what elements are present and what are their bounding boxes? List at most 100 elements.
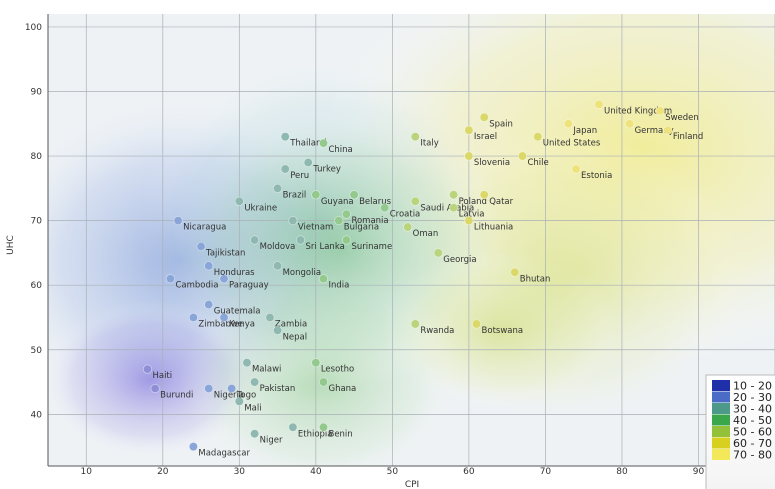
data-point: Brazil bbox=[273, 183, 306, 200]
legend-swatch bbox=[712, 380, 730, 391]
data-points: Haiti Burundi Madagascar Niger MaliNigeriaTo… bbox=[142, 99, 703, 459]
point-marker bbox=[188, 442, 198, 452]
data-point: Paraguay bbox=[219, 274, 269, 291]
point-label: Suriname bbox=[351, 242, 392, 252]
legend-label: 10 - 20 bbox=[733, 380, 772, 393]
point-marker bbox=[234, 396, 244, 406]
point-label: Thailand bbox=[289, 139, 327, 149]
data-point: Romania bbox=[341, 209, 389, 226]
point-marker bbox=[273, 325, 283, 335]
data-point: Bhutan bbox=[510, 267, 550, 284]
point-marker bbox=[227, 384, 237, 394]
data-point: Nigeria bbox=[204, 384, 244, 401]
point-label: Romania bbox=[351, 216, 388, 226]
data-point: Chile bbox=[517, 151, 549, 168]
y-tick-label: 100 bbox=[25, 23, 42, 33]
data-point: Pakistan bbox=[250, 377, 295, 394]
data-point: Poland bbox=[449, 190, 487, 207]
point-label: Spain bbox=[489, 119, 513, 129]
point-marker bbox=[219, 312, 229, 322]
point-label: China bbox=[328, 145, 352, 155]
data-point: Ukraine bbox=[234, 196, 277, 213]
data-point: Benin bbox=[318, 422, 353, 439]
point-marker bbox=[234, 196, 244, 206]
x-tick-label: 60 bbox=[463, 467, 475, 477]
legend-label: 40 - 50 bbox=[733, 414, 772, 427]
point-marker bbox=[311, 190, 321, 200]
data-point: Togo bbox=[227, 384, 257, 401]
data-point: Cambodia bbox=[165, 274, 218, 291]
point-marker bbox=[204, 384, 214, 394]
data-point: Saudi Arabia bbox=[410, 196, 474, 213]
data-point: Italy bbox=[410, 132, 439, 149]
gridlines bbox=[47, 14, 775, 467]
legend-label: 30 - 40 bbox=[733, 403, 772, 416]
point-marker bbox=[433, 248, 443, 258]
point-marker bbox=[196, 241, 206, 251]
point-label: Vietnam bbox=[298, 223, 333, 233]
point-label: Belarus bbox=[359, 197, 392, 207]
data-point: Ghana bbox=[318, 377, 356, 394]
point-label: Botswana bbox=[482, 326, 524, 336]
point-marker bbox=[410, 196, 420, 206]
y-axis-ticks: 40 50 60 70 80 90 100 bbox=[25, 23, 42, 420]
data-point: Guatemala bbox=[204, 300, 261, 317]
x-tick-label: 10 bbox=[81, 467, 93, 477]
point-label: United States bbox=[543, 139, 601, 149]
data-point: Rwanda bbox=[410, 319, 454, 336]
x-axis-label: CPI bbox=[405, 480, 419, 489]
data-point: Georgia bbox=[433, 248, 477, 265]
legend-swatch bbox=[712, 426, 730, 437]
x-tick-label: 20 bbox=[157, 467, 169, 477]
point-label: Togo bbox=[236, 391, 257, 401]
point-marker bbox=[594, 99, 604, 109]
point-marker bbox=[318, 422, 328, 432]
legend-swatch bbox=[712, 403, 730, 414]
point-label: Burundi bbox=[160, 391, 193, 401]
point-marker bbox=[517, 151, 527, 161]
point-marker bbox=[464, 216, 474, 226]
data-point: Sweden bbox=[655, 106, 699, 123]
data-point: Madagascar bbox=[188, 442, 250, 459]
point-marker bbox=[655, 106, 665, 116]
point-label: Tajikistan bbox=[205, 248, 245, 258]
point-marker bbox=[318, 377, 328, 387]
point-label: Slovenia bbox=[474, 158, 510, 168]
data-point: Peru bbox=[280, 164, 309, 181]
data-point: Guyana bbox=[311, 190, 354, 207]
data-point: Turkey bbox=[303, 158, 341, 175]
legend-item: 60 - 70 bbox=[712, 437, 772, 450]
data-point: China bbox=[318, 138, 353, 155]
data-point: Kenya bbox=[219, 312, 255, 329]
point-label: Sri Lanka bbox=[306, 242, 345, 252]
y-tick-label: 40 bbox=[31, 410, 43, 420]
data-point: Sri Lanka bbox=[296, 235, 345, 252]
point-marker bbox=[341, 235, 351, 245]
point-label: Zambia bbox=[275, 319, 307, 329]
data-point: Zambia bbox=[265, 312, 307, 329]
y-tick-label: 90 bbox=[31, 87, 43, 97]
point-label: Latvia bbox=[459, 210, 485, 220]
point-label: Israel bbox=[474, 132, 497, 142]
data-point: Bulgaria bbox=[334, 216, 379, 233]
y-tick-label: 50 bbox=[31, 346, 43, 356]
data-point: Mongolia bbox=[273, 261, 321, 278]
point-marker bbox=[464, 151, 474, 161]
point-label: Estonia bbox=[581, 171, 612, 181]
legend-swatch bbox=[712, 449, 730, 460]
legend-swatch bbox=[712, 437, 730, 449]
legend-label: 70 - 80 bbox=[733, 449, 772, 462]
data-point: United Kingdom bbox=[594, 99, 672, 116]
point-label: Qatar bbox=[489, 197, 513, 207]
point-label: India bbox=[328, 281, 349, 291]
data-point: Zimbabwe bbox=[188, 312, 243, 329]
data-point: Honduras bbox=[204, 261, 255, 278]
legend-label: 50 - 60 bbox=[733, 426, 772, 439]
point-label: Poland bbox=[459, 197, 487, 207]
point-label: Guyana bbox=[321, 197, 354, 207]
point-marker bbox=[250, 235, 260, 245]
point-marker bbox=[311, 358, 321, 368]
point-label: Benin bbox=[328, 429, 352, 439]
